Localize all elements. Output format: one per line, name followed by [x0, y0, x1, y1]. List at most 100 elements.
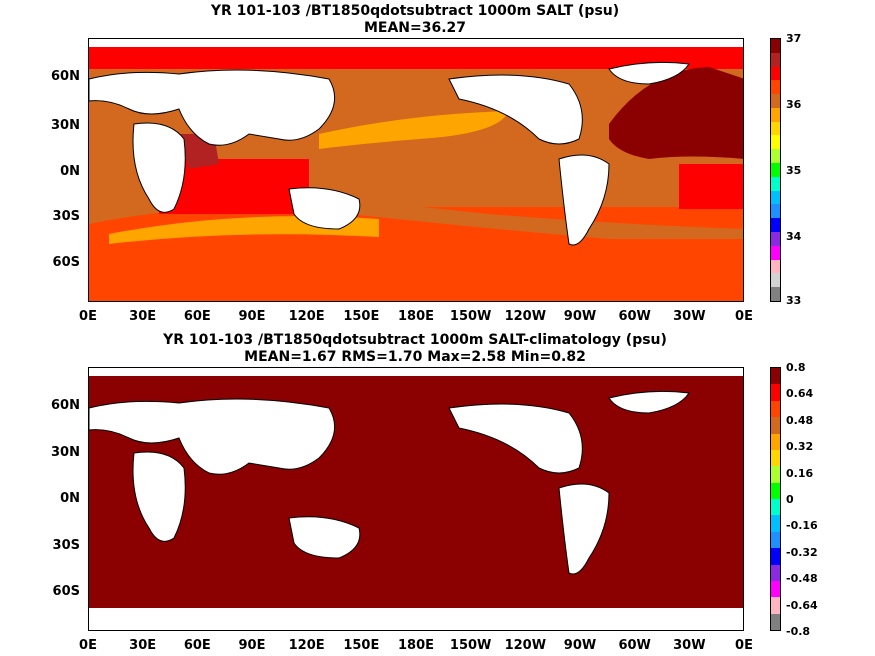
- arctic-land: [89, 368, 743, 376]
- panel2-lon-label: 120W: [504, 638, 547, 653]
- panel2-cbar-swatch: [771, 449, 780, 467]
- africa: [132, 451, 186, 542]
- south-america: [558, 483, 610, 575]
- panel2-cbar-label: 0: [786, 493, 794, 506]
- panel1-cbar-swatch: [771, 66, 780, 81]
- panel1-lon-label: 90E: [238, 309, 266, 324]
- panel1-colorbar: [770, 38, 781, 302]
- panel2-cbar-swatch: [771, 368, 780, 385]
- southern-ocean-band: [89, 251, 743, 301]
- panel2-lon-label: 90E: [238, 638, 266, 653]
- panel1-cbar-swatch: [771, 231, 780, 246]
- panel2-lon-label: 180E: [397, 638, 435, 653]
- panel2-lat-30n: 30N: [51, 445, 80, 460]
- panel2-lon-label: 150E: [343, 638, 380, 653]
- panel2-cbar-swatch: [771, 580, 780, 598]
- panel2-lon-label: 120E: [288, 638, 325, 653]
- eurasia: [89, 69, 336, 146]
- panel1-lon-label: 150E: [343, 309, 380, 324]
- panel1-cbar-swatch: [771, 190, 780, 205]
- panel1-cbar-swatch: [771, 287, 780, 301]
- panel2-lon-label: 150W: [449, 638, 492, 653]
- panel1-cbar-swatch: [771, 94, 780, 108]
- panel2-cbar-swatch: [771, 384, 780, 401]
- panel1-lon-label: 0E: [79, 309, 97, 324]
- panel2-lon-label: 0E: [79, 638, 97, 653]
- panel2-title: YR 101-103 /BT1850qdotsubtract 1000m SAL…: [163, 332, 667, 348]
- panel2-cbar-label: -0.16: [786, 519, 818, 533]
- panel1-lon-label: 60W: [618, 309, 651, 324]
- panel1-lat-60s: 60S: [52, 255, 80, 270]
- panel1-title: YR 101-103 /BT1850qdotsubtract 1000m SAL…: [210, 3, 620, 19]
- panel1-cbar-label-37: 37: [786, 32, 802, 45]
- arctic-land: [89, 39, 743, 47]
- panel2-lon-label: 0E: [735, 638, 753, 653]
- panel2-map-graphic: [89, 368, 743, 630]
- panel1-cbar-swatch: [771, 218, 780, 232]
- panel2-cbar-swatch: [771, 548, 780, 565]
- panel2-subtitle: MEAN=1.67 RMS=1.70 Max=2.58 Min=0.82: [244, 349, 586, 365]
- panel2-cbar-swatch: [771, 482, 780, 499]
- panel2-lat-60s: 60S: [52, 584, 80, 599]
- panel1-map: [88, 38, 744, 302]
- panel1-cbar-swatch: [771, 52, 780, 67]
- panel2-cbar-swatch: [771, 433, 780, 450]
- panel1-lon-label: 120E: [288, 309, 325, 324]
- panel1-cbar-swatch: [771, 176, 780, 191]
- panel1-cbar-label-33: 33: [786, 294, 802, 307]
- panel2-cbar-swatch: [771, 499, 780, 516]
- panel2-cbar-swatch: [771, 531, 780, 549]
- panel2-cbar-label: -0.48: [786, 572, 818, 586]
- panel1-cbar-swatch: [771, 135, 780, 150]
- australia: [288, 187, 361, 230]
- continents: [89, 61, 690, 246]
- africa: [132, 122, 186, 213]
- panel2-cbar-label: 0.64: [786, 387, 814, 401]
- panel2-cbar-label: 0.32: [786, 440, 814, 454]
- panel2-lat-30s: 30S: [52, 538, 80, 553]
- panel1-cbar-label-34: 34: [786, 230, 802, 243]
- panel1-cbar-label-36: 36: [786, 98, 802, 111]
- panel2-cbar-swatch: [771, 466, 780, 483]
- tropical-atlantic-red: [679, 164, 743, 209]
- panel2-lat-0n: 0N: [60, 491, 80, 506]
- south-america: [558, 154, 610, 246]
- panel1-lon-label: 120W: [504, 309, 547, 324]
- panel2-cbar-swatch: [771, 515, 780, 532]
- panel1-cbar-swatch: [771, 259, 780, 274]
- north-pacific-gyre: [319, 111, 509, 149]
- australia: [288, 516, 361, 559]
- panel1-lon-label: 60E: [183, 309, 211, 324]
- greenland: [608, 61, 690, 85]
- panel2-cbar-label: -0.64: [786, 598, 818, 612]
- panel1-cbar-swatch: [771, 121, 780, 136]
- panel2-map: [88, 367, 744, 631]
- panel2-cbar-swatch: [771, 613, 780, 630]
- panel1-lon-label: 0E: [735, 309, 753, 324]
- panel1-lat-60n: 60N: [51, 69, 80, 84]
- panel2-cbar-swatch: [771, 564, 780, 581]
- panel1-cbar-swatch: [771, 39, 780, 53]
- panel2-cbar-label: -0.32: [786, 545, 818, 559]
- continents: [89, 390, 690, 575]
- greenland: [608, 390, 690, 414]
- north-america: [448, 74, 583, 145]
- panel1-map-graphic: [89, 39, 743, 301]
- panel1-lat-30n: 30N: [51, 118, 80, 133]
- panel2-cbar-swatch: [771, 597, 780, 614]
- panel2-lon-label: 60E: [183, 638, 211, 653]
- panel2-lon-label: 30W: [673, 638, 706, 653]
- north-atlantic-max: [609, 67, 743, 159]
- panel1-cbar-swatch: [771, 107, 780, 122]
- eurasia: [89, 398, 336, 475]
- panel1-lat-0n: 0N: [60, 164, 80, 179]
- antarctica: [89, 608, 743, 630]
- panel1-cbar-swatch: [771, 163, 780, 177]
- panel2-colorbar: [770, 367, 781, 631]
- panel1-cbar-label-35: 35: [786, 164, 802, 177]
- panel1-lon-label: 30E: [129, 309, 157, 324]
- panel1-lon-label: 90W: [563, 309, 597, 324]
- panel2-lon-label: 60W: [618, 638, 651, 653]
- panel1-lon-label: 150W: [449, 309, 492, 324]
- panel2-cbar-label: 0.8: [786, 361, 806, 374]
